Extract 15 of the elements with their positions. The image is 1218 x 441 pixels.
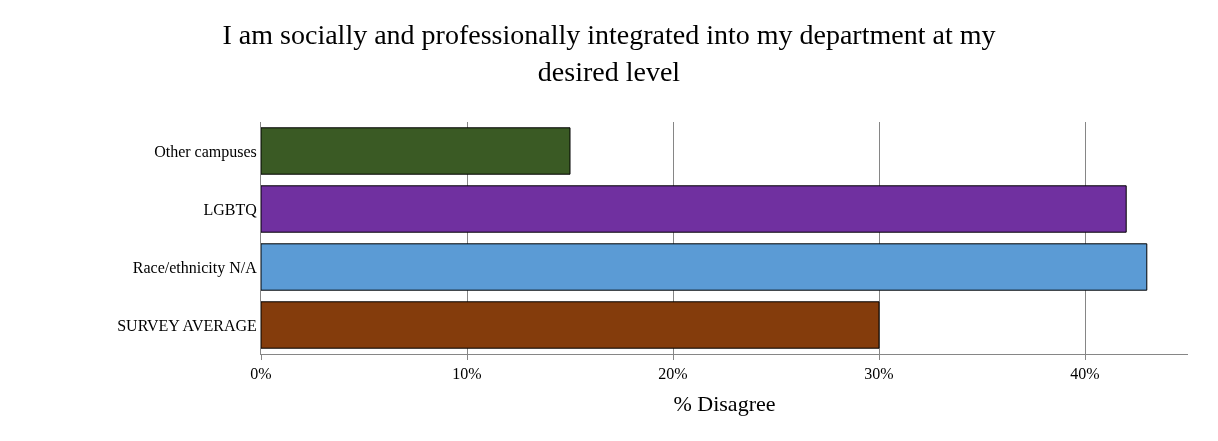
x-tick-label: 40% [1070, 365, 1100, 383]
bar [261, 243, 1148, 291]
chart-title: I am socially and professionally integrated into my department at my desired level [222, 19, 996, 87]
y-tick-label: SURVEY AVERAGE [117, 316, 257, 334]
y-tick-label: LGBTQ [203, 200, 258, 218]
y-tick-label: Other campuses [154, 142, 257, 161]
bar [261, 301, 880, 349]
x-tick-label: 0% [250, 365, 272, 383]
bar [261, 185, 1127, 233]
x-tick-label: 10% [452, 365, 482, 383]
x-tick-label: 20% [658, 365, 688, 383]
bar [261, 127, 571, 175]
x-tick-label: 30% [864, 365, 894, 383]
y-tick-label: Race/ethnicity N/A [132, 258, 258, 277]
x-axis-title: % Disagree [673, 391, 776, 417]
